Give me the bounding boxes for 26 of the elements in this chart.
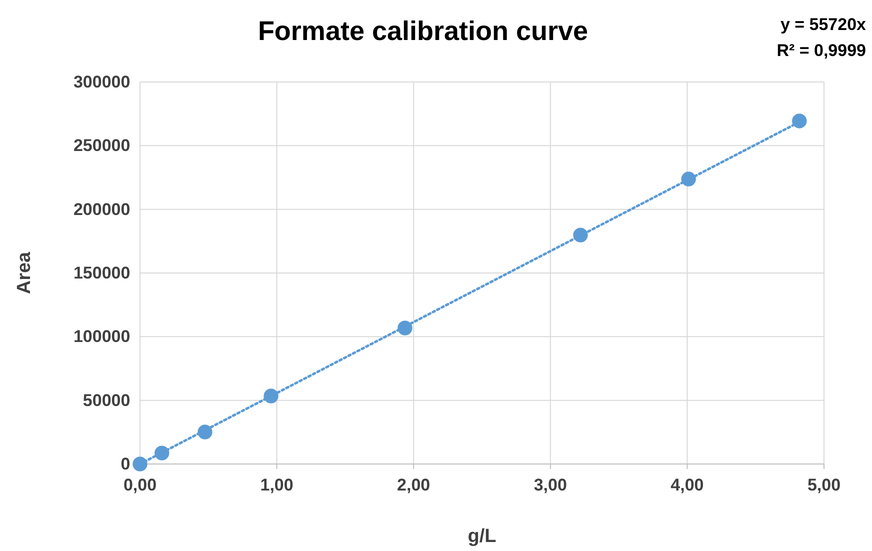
point [264,388,278,404]
x-tick-label: 0,00 [123,476,157,495]
x-tick-label: 2,00 [397,476,430,495]
x-axis-title: g/L [468,526,497,547]
text: R² = 0,9999 [776,41,866,60]
x-tick-label: 3,00 [534,476,567,495]
y-tick-label: 50000 [82,390,130,410]
point [132,456,148,472]
y-tick-label: 100000 [73,327,130,346]
y-tick-label: 300000 [73,72,130,92]
text: y = 55720x [780,15,867,34]
y-tick-label: 250000 [73,136,130,156]
chart-title: Formate calibration curve [258,16,588,46]
y-tick-label: 200000 [73,200,130,219]
x-tick-label: 1,00 [260,476,294,495]
point [573,228,588,242]
x-tick-label: 4,00 [670,476,704,495]
x-tick-label: 5,00 [807,476,841,495]
y-axis-title: Area [14,251,35,294]
point [792,114,807,128]
y-tick-label: 0 [120,454,130,474]
point [681,172,696,186]
point [198,424,212,440]
point [398,320,412,336]
y-tick-label: 150000 [73,263,130,282]
point [154,446,170,460]
